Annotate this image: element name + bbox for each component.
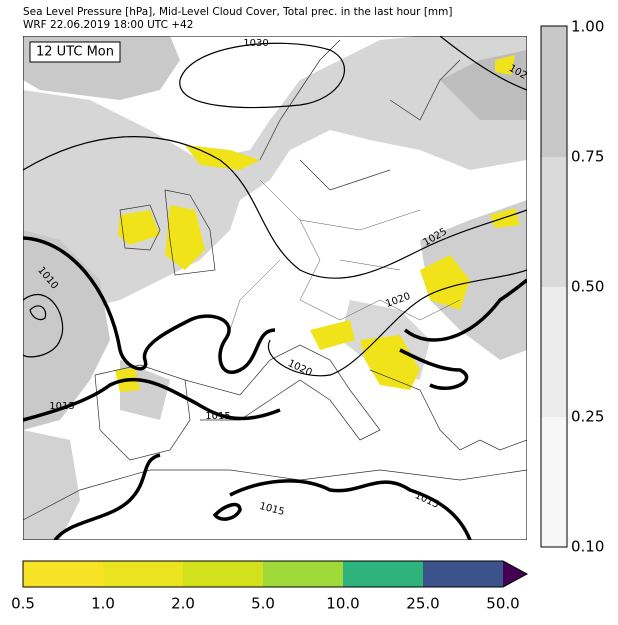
contour-label: 1015 <box>205 411 230 422</box>
colorbar-tick: 0.25 <box>571 408 604 426</box>
colorbar-tick: 10.0 <box>326 595 359 613</box>
colorbar-tick: 0.5 <box>11 595 35 613</box>
map-area <box>23 36 527 540</box>
cloud-colorbar: 1.00 0.75 0.50 0.25 0.10 <box>540 18 604 556</box>
colorbar-tick: 0.50 <box>571 278 604 296</box>
colorbar-tick: 0.10 <box>571 538 604 556</box>
isobars <box>23 36 527 540</box>
contour-label: 1015 <box>49 401 74 412</box>
header-subtitle: WRF 22.06.2019 18:00 UTC +42 <box>23 19 193 31</box>
colorbar-tick: 5.0 <box>251 595 275 613</box>
colorbar-tick: 0.75 <box>571 148 604 166</box>
header-title: Sea Level Pressure [hPa], Mid-Level Clou… <box>23 6 453 18</box>
contour-label: 1030 <box>243 38 268 49</box>
colorbar-tick: 1.00 <box>571 18 604 36</box>
precip-colorbar: 0.5 1.0 2.0 5.0 10.0 25.0 50.0 <box>11 560 529 613</box>
coastlines <box>23 39 527 521</box>
colorbar-tick: 1.0 <box>91 595 115 613</box>
colorbar-tick: 50.0 <box>486 595 519 613</box>
precipitation <box>115 55 520 392</box>
colorbar-tick: 25.0 <box>406 595 439 613</box>
colorbar-tick: 2.0 <box>171 595 195 613</box>
time-label: 12 UTC Mon <box>36 45 114 60</box>
